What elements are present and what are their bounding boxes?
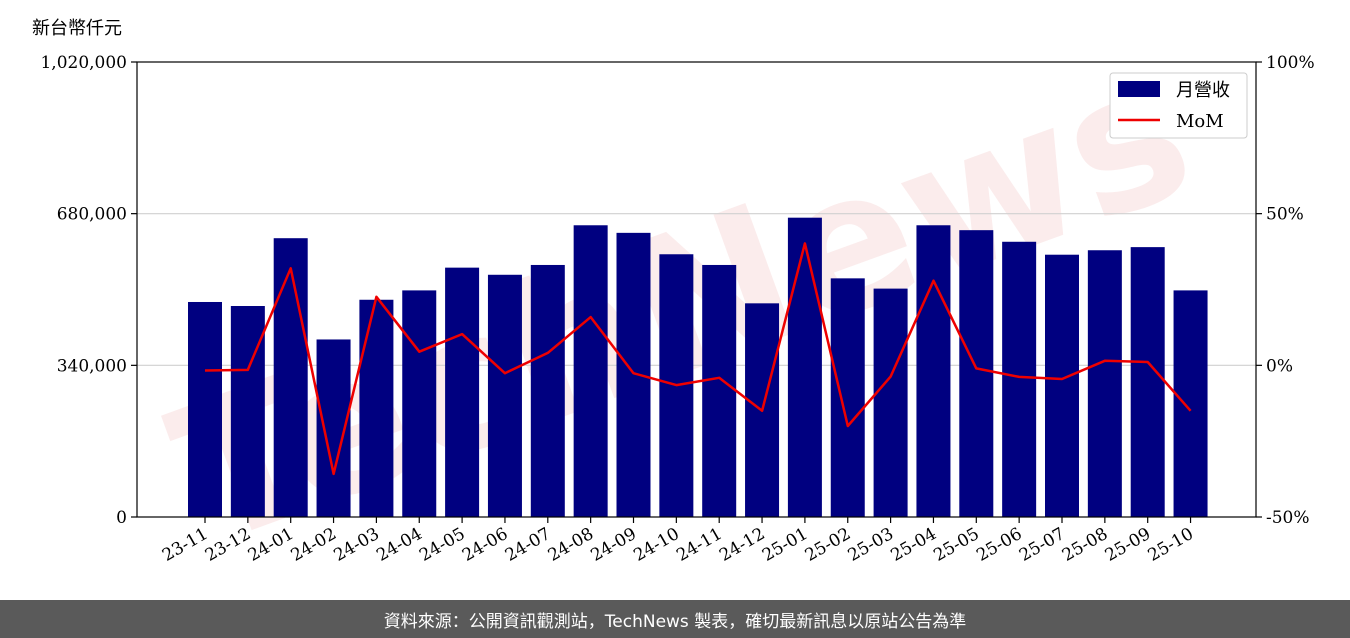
x-tick-label-25-04: 25-04 — [888, 524, 940, 566]
y-tick-label-3: 1,020,000 — [40, 53, 127, 73]
x-tick-label-25-05: 25-05 — [930, 524, 982, 566]
y-tick-label-1: 340,000 — [57, 356, 127, 376]
y-axis-unit-label: 新台幣仟元 — [32, 18, 122, 39]
bar-24-04 — [402, 290, 437, 517]
x-tick-label-24-10: 24-10 — [630, 524, 682, 566]
x-tick-label-23-11: 23-11 — [159, 524, 211, 566]
mom-line-group — [204, 242, 1192, 476]
source-footer: 資料來源：公開資訊觀測站，TechNews 製表，確切最新訊息以原站公告為準 — [0, 600, 1350, 638]
x-tick-label-25-02: 25-02 — [802, 524, 854, 566]
bar-24-11 — [702, 264, 737, 517]
y-tick-label-0: 0 — [116, 508, 127, 528]
x-tick-label-25-08: 25-08 — [1059, 524, 1111, 566]
bar-25-02 — [830, 278, 865, 517]
x-tick-label-25-01: 25-01 — [759, 524, 811, 566]
bar-23-12 — [230, 306, 265, 517]
bar-24-06 — [487, 274, 522, 517]
legend-label-mom: MoM — [1176, 111, 1224, 132]
bar-24-05 — [445, 267, 480, 517]
x-tick-label-25-10: 25-10 — [1145, 524, 1197, 566]
bar-25-05 — [959, 230, 994, 517]
y-tick-label-2: 680,000 — [57, 205, 127, 225]
plot-frame — [136, 61, 1257, 518]
x-tick-label-25-09: 25-09 — [1102, 524, 1154, 566]
x-tick-label-24-07: 24-07 — [502, 524, 554, 566]
bar-24-07 — [530, 264, 565, 517]
y2-tick-label-1: 0% — [1266, 356, 1293, 376]
bar-25-07 — [1045, 254, 1079, 518]
bar-24-08 — [573, 225, 608, 517]
bar-23-11 — [188, 301, 222, 517]
bar-25-10 — [1173, 290, 1208, 517]
bar-24-03 — [359, 299, 394, 517]
x-tick-label-24-05: 24-05 — [416, 524, 468, 566]
y2-tick-label-0: -50% — [1266, 508, 1310, 528]
bar-25-03 — [873, 288, 908, 517]
legend-label-revenue: 月營收 — [1176, 80, 1230, 101]
bar-25-01 — [787, 217, 822, 517]
source-footer-text: 資料來源：公開資訊觀測站，TechNews 製表，確切最新訊息以原站公告為準 — [383, 611, 967, 632]
x-tick-label-25-03: 25-03 — [845, 524, 897, 566]
x-tick-label-24-09: 24-09 — [588, 524, 640, 566]
bar-25-04 — [916, 225, 951, 517]
x-tick-label-25-06: 25-06 — [973, 524, 1025, 566]
mom-line — [204, 242, 1192, 476]
bar-25-09 — [1130, 247, 1165, 517]
x-tick-label-24-12: 24-12 — [716, 524, 768, 566]
bar-24-09 — [616, 232, 651, 518]
bar-25-06 — [1002, 241, 1037, 518]
bars — [188, 217, 1208, 518]
y2-tick-label-3: 100% — [1266, 53, 1315, 73]
x-tick-label-24-06: 24-06 — [459, 524, 511, 566]
x-tick-label-24-08: 24-08 — [545, 524, 597, 566]
legend-swatch-revenue — [1118, 81, 1160, 97]
y-axis-left: 0 340,000 680,000 1,020,000 — [40, 53, 137, 528]
x-tick-label-24-11: 24-11 — [673, 524, 725, 566]
legend: 月營收 MoM — [1109, 72, 1248, 139]
bar-24-01 — [273, 238, 308, 517]
bar-25-08 — [1087, 250, 1122, 517]
x-tick-label-25-07: 25-07 — [1016, 524, 1068, 566]
y2-tick-label-2: 50% — [1266, 205, 1304, 225]
y-axis-right: -50% 0% 50% 100% — [1256, 53, 1315, 528]
